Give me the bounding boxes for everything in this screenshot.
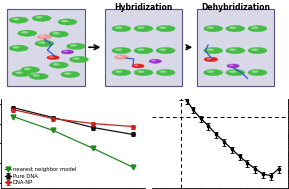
- Circle shape: [132, 64, 144, 68]
- Circle shape: [9, 17, 28, 23]
- Circle shape: [207, 49, 214, 51]
- Circle shape: [248, 26, 267, 32]
- Circle shape: [251, 26, 258, 29]
- Circle shape: [160, 26, 166, 29]
- Circle shape: [160, 70, 166, 73]
- Circle shape: [21, 31, 28, 33]
- Circle shape: [12, 46, 20, 49]
- Bar: [7, 9, 85, 86]
- Circle shape: [40, 35, 45, 37]
- nearest neighbor model: [91, 147, 95, 149]
- Circle shape: [53, 32, 60, 34]
- Circle shape: [115, 49, 122, 51]
- Circle shape: [73, 57, 80, 60]
- Circle shape: [151, 60, 156, 61]
- Circle shape: [12, 18, 20, 20]
- Legend: nearest neighbor model, Pure DNA, DNA-NP: nearest neighbor model, Pure DNA, DNA-NP: [4, 167, 77, 185]
- Circle shape: [248, 47, 267, 54]
- Circle shape: [18, 30, 37, 36]
- Text: Dehybridization: Dehybridization: [201, 3, 270, 12]
- Circle shape: [134, 47, 153, 54]
- Circle shape: [21, 67, 40, 73]
- Circle shape: [204, 26, 223, 32]
- Line: nearest neighbor model: nearest neighbor model: [11, 114, 135, 170]
- Circle shape: [32, 74, 40, 77]
- Circle shape: [137, 70, 144, 73]
- Circle shape: [204, 69, 223, 76]
- Circle shape: [226, 26, 245, 32]
- Circle shape: [29, 73, 48, 79]
- Circle shape: [227, 64, 239, 68]
- Circle shape: [47, 56, 59, 60]
- Circle shape: [251, 49, 258, 51]
- Bar: [105, 9, 182, 86]
- Circle shape: [156, 26, 175, 32]
- Text: Hybridization: Hybridization: [114, 3, 173, 12]
- Circle shape: [229, 65, 234, 66]
- Circle shape: [137, 26, 144, 29]
- Circle shape: [64, 72, 71, 75]
- Circle shape: [160, 49, 166, 51]
- Circle shape: [137, 49, 144, 51]
- Circle shape: [66, 43, 86, 50]
- Circle shape: [134, 26, 153, 32]
- Circle shape: [49, 56, 54, 58]
- Circle shape: [35, 16, 42, 19]
- Circle shape: [58, 19, 77, 25]
- Circle shape: [32, 15, 51, 21]
- Circle shape: [63, 51, 68, 52]
- Circle shape: [61, 50, 74, 54]
- Circle shape: [49, 62, 68, 68]
- Circle shape: [37, 35, 52, 39]
- Circle shape: [114, 55, 128, 59]
- Circle shape: [149, 59, 161, 63]
- Circle shape: [134, 65, 139, 66]
- Circle shape: [53, 63, 60, 65]
- Circle shape: [115, 26, 122, 29]
- Circle shape: [24, 68, 31, 70]
- Circle shape: [38, 41, 45, 44]
- Circle shape: [251, 70, 258, 73]
- nearest neighbor model: [131, 166, 135, 168]
- nearest neighbor model: [12, 115, 15, 118]
- Circle shape: [112, 26, 131, 32]
- Circle shape: [226, 47, 245, 54]
- Circle shape: [112, 69, 131, 76]
- Circle shape: [69, 56, 88, 63]
- Circle shape: [229, 49, 236, 51]
- Circle shape: [248, 69, 267, 76]
- Circle shape: [229, 26, 236, 29]
- Circle shape: [61, 71, 80, 77]
- Circle shape: [117, 56, 122, 57]
- Circle shape: [70, 44, 77, 47]
- nearest neighbor model: [51, 129, 55, 132]
- Circle shape: [204, 47, 223, 54]
- Circle shape: [115, 70, 122, 73]
- Circle shape: [15, 71, 23, 74]
- Circle shape: [49, 31, 68, 37]
- Circle shape: [9, 45, 28, 51]
- Circle shape: [207, 26, 214, 29]
- Circle shape: [134, 69, 153, 76]
- Circle shape: [206, 58, 212, 60]
- Circle shape: [207, 70, 214, 73]
- Bar: [197, 9, 274, 86]
- Circle shape: [112, 47, 131, 54]
- Circle shape: [156, 69, 175, 76]
- Circle shape: [229, 70, 236, 73]
- Circle shape: [226, 69, 245, 76]
- Circle shape: [156, 47, 175, 54]
- Circle shape: [35, 40, 54, 47]
- Circle shape: [12, 70, 31, 77]
- Circle shape: [61, 20, 68, 22]
- Circle shape: [204, 57, 218, 62]
